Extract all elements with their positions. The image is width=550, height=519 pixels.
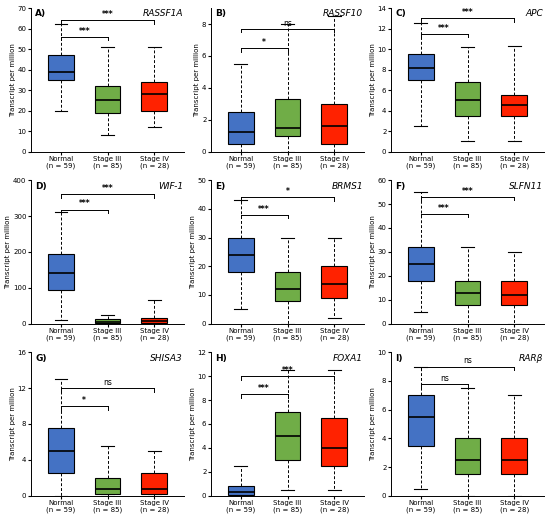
Text: ***: *** <box>79 26 90 36</box>
Text: *: * <box>285 187 289 196</box>
Y-axis label: Transcript per million: Transcript per million <box>10 387 16 461</box>
PathPatch shape <box>228 486 254 495</box>
Text: G): G) <box>35 353 47 363</box>
Y-axis label: Transcript per million: Transcript per million <box>10 43 16 117</box>
Y-axis label: Transcript per million: Transcript per million <box>6 215 12 289</box>
PathPatch shape <box>274 272 300 301</box>
Y-axis label: Transcript per million: Transcript per million <box>370 387 376 461</box>
Text: H): H) <box>215 353 227 363</box>
Text: I): I) <box>395 353 403 363</box>
PathPatch shape <box>141 318 167 323</box>
Text: ***: *** <box>79 199 90 209</box>
PathPatch shape <box>321 104 347 144</box>
Text: WIF-1: WIF-1 <box>158 182 183 190</box>
Text: ***: *** <box>438 24 450 33</box>
PathPatch shape <box>274 412 300 460</box>
PathPatch shape <box>48 429 74 473</box>
PathPatch shape <box>455 281 480 305</box>
Text: *: * <box>262 38 266 47</box>
Text: RASSF1A: RASSF1A <box>142 9 183 19</box>
PathPatch shape <box>95 319 120 323</box>
PathPatch shape <box>274 99 300 135</box>
PathPatch shape <box>141 82 167 111</box>
PathPatch shape <box>228 238 254 272</box>
Text: D): D) <box>35 182 47 190</box>
PathPatch shape <box>408 54 434 80</box>
Text: ns: ns <box>283 19 292 28</box>
Text: ***: *** <box>102 184 113 194</box>
Text: A): A) <box>35 9 46 19</box>
Text: F): F) <box>395 182 405 190</box>
Text: RARβ: RARβ <box>519 353 543 363</box>
PathPatch shape <box>501 439 527 474</box>
Text: ns: ns <box>103 378 112 387</box>
PathPatch shape <box>228 112 254 144</box>
Y-axis label: Transcript per million: Transcript per million <box>370 43 376 117</box>
Y-axis label: Transcript per million: Transcript per million <box>370 215 376 289</box>
PathPatch shape <box>95 478 120 494</box>
Text: ***: *** <box>461 187 474 196</box>
PathPatch shape <box>455 82 480 116</box>
Text: C): C) <box>395 9 406 19</box>
Text: SHISA3: SHISA3 <box>150 353 183 363</box>
PathPatch shape <box>501 95 527 116</box>
Text: ns: ns <box>463 357 472 365</box>
Text: *: * <box>82 396 86 405</box>
PathPatch shape <box>48 254 74 290</box>
Text: ***: *** <box>102 10 113 19</box>
Text: FOXA1: FOXA1 <box>333 353 363 363</box>
Text: E): E) <box>215 182 226 190</box>
PathPatch shape <box>141 473 167 494</box>
Y-axis label: Transcript per million: Transcript per million <box>195 43 201 117</box>
Text: B): B) <box>215 9 226 19</box>
PathPatch shape <box>321 266 347 298</box>
Text: APC: APC <box>525 9 543 19</box>
PathPatch shape <box>455 439 480 474</box>
Text: BRMS1: BRMS1 <box>331 182 363 190</box>
Y-axis label: Transcript per million: Transcript per million <box>190 215 196 289</box>
Text: ***: *** <box>461 8 474 17</box>
Text: ***: *** <box>438 203 450 213</box>
PathPatch shape <box>321 418 347 466</box>
PathPatch shape <box>408 395 434 445</box>
Text: RASSF10: RASSF10 <box>323 9 363 19</box>
Text: ***: *** <box>258 204 270 213</box>
PathPatch shape <box>501 281 527 305</box>
Text: ***: *** <box>258 384 270 393</box>
Text: SLFN11: SLFN11 <box>509 182 543 190</box>
Y-axis label: Transcript per million: Transcript per million <box>190 387 196 461</box>
PathPatch shape <box>95 86 120 113</box>
Text: ***: *** <box>282 366 293 375</box>
PathPatch shape <box>48 55 74 80</box>
PathPatch shape <box>408 247 434 281</box>
Text: ns: ns <box>440 374 449 383</box>
